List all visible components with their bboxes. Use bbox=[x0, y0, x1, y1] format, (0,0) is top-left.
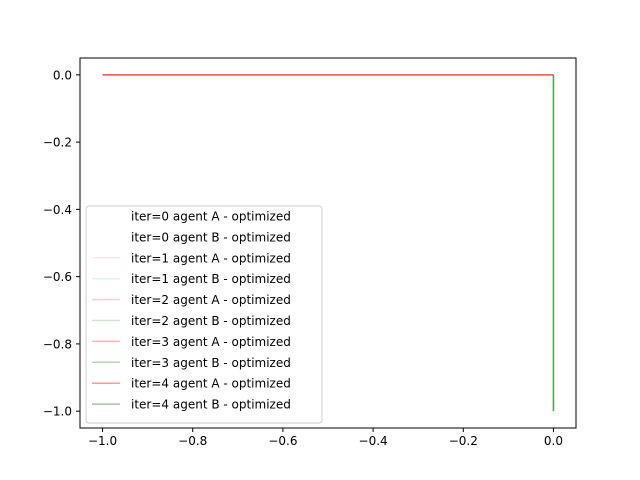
legend-label-4: iter=2 agent A - optimized bbox=[131, 293, 291, 307]
legend-label-2: iter=1 agent A - optimized bbox=[131, 251, 291, 265]
legend-frame bbox=[85, 205, 323, 424]
y-tick-label: −0.2 bbox=[43, 136, 72, 150]
y-tick-label: 0.0 bbox=[53, 68, 72, 82]
x-tick-label: −0.2 bbox=[449, 434, 478, 448]
x-tick-label: −1.0 bbox=[88, 434, 117, 448]
legend-label-5: iter=2 agent B - optimized bbox=[131, 314, 291, 328]
y-axis: 0.0 −0.2 −0.4 −0.6 −0.8 −1.0 bbox=[43, 68, 80, 419]
legend-label-9: iter=4 agent B - optimized bbox=[131, 398, 291, 412]
y-tick-label: −0.8 bbox=[43, 337, 72, 351]
x-tick-label: −0.6 bbox=[268, 434, 297, 448]
legend-label-0: iter=0 agent A - optimized bbox=[131, 210, 291, 224]
x-tick-label: 0.0 bbox=[544, 434, 563, 448]
y-tick-label: −0.6 bbox=[43, 270, 72, 284]
axes-frame bbox=[79, 57, 577, 429]
legend-label-6: iter=3 agent A - optimized bbox=[131, 335, 291, 349]
legend-label-1: iter=0 agent B - optimized bbox=[131, 230, 291, 244]
x-axis: −1.0 −0.8 −0.6 −0.4 −0.2 0.0 bbox=[88, 428, 563, 448]
y-tick-label: −1.0 bbox=[43, 405, 72, 419]
plot-area bbox=[102, 74, 555, 412]
legend-label-3: iter=1 agent B - optimized bbox=[131, 272, 291, 286]
legend-label-8: iter=4 agent A - optimized bbox=[131, 377, 291, 391]
legend-label-7: iter=3 agent B - optimized bbox=[131, 356, 291, 370]
x-tick-label: −0.8 bbox=[178, 434, 207, 448]
legend: iter=0 agent A - optimized iter=0 agent B… bbox=[85, 205, 323, 424]
x-tick-label: −0.4 bbox=[359, 434, 388, 448]
y-tick-label: −0.4 bbox=[43, 203, 72, 217]
